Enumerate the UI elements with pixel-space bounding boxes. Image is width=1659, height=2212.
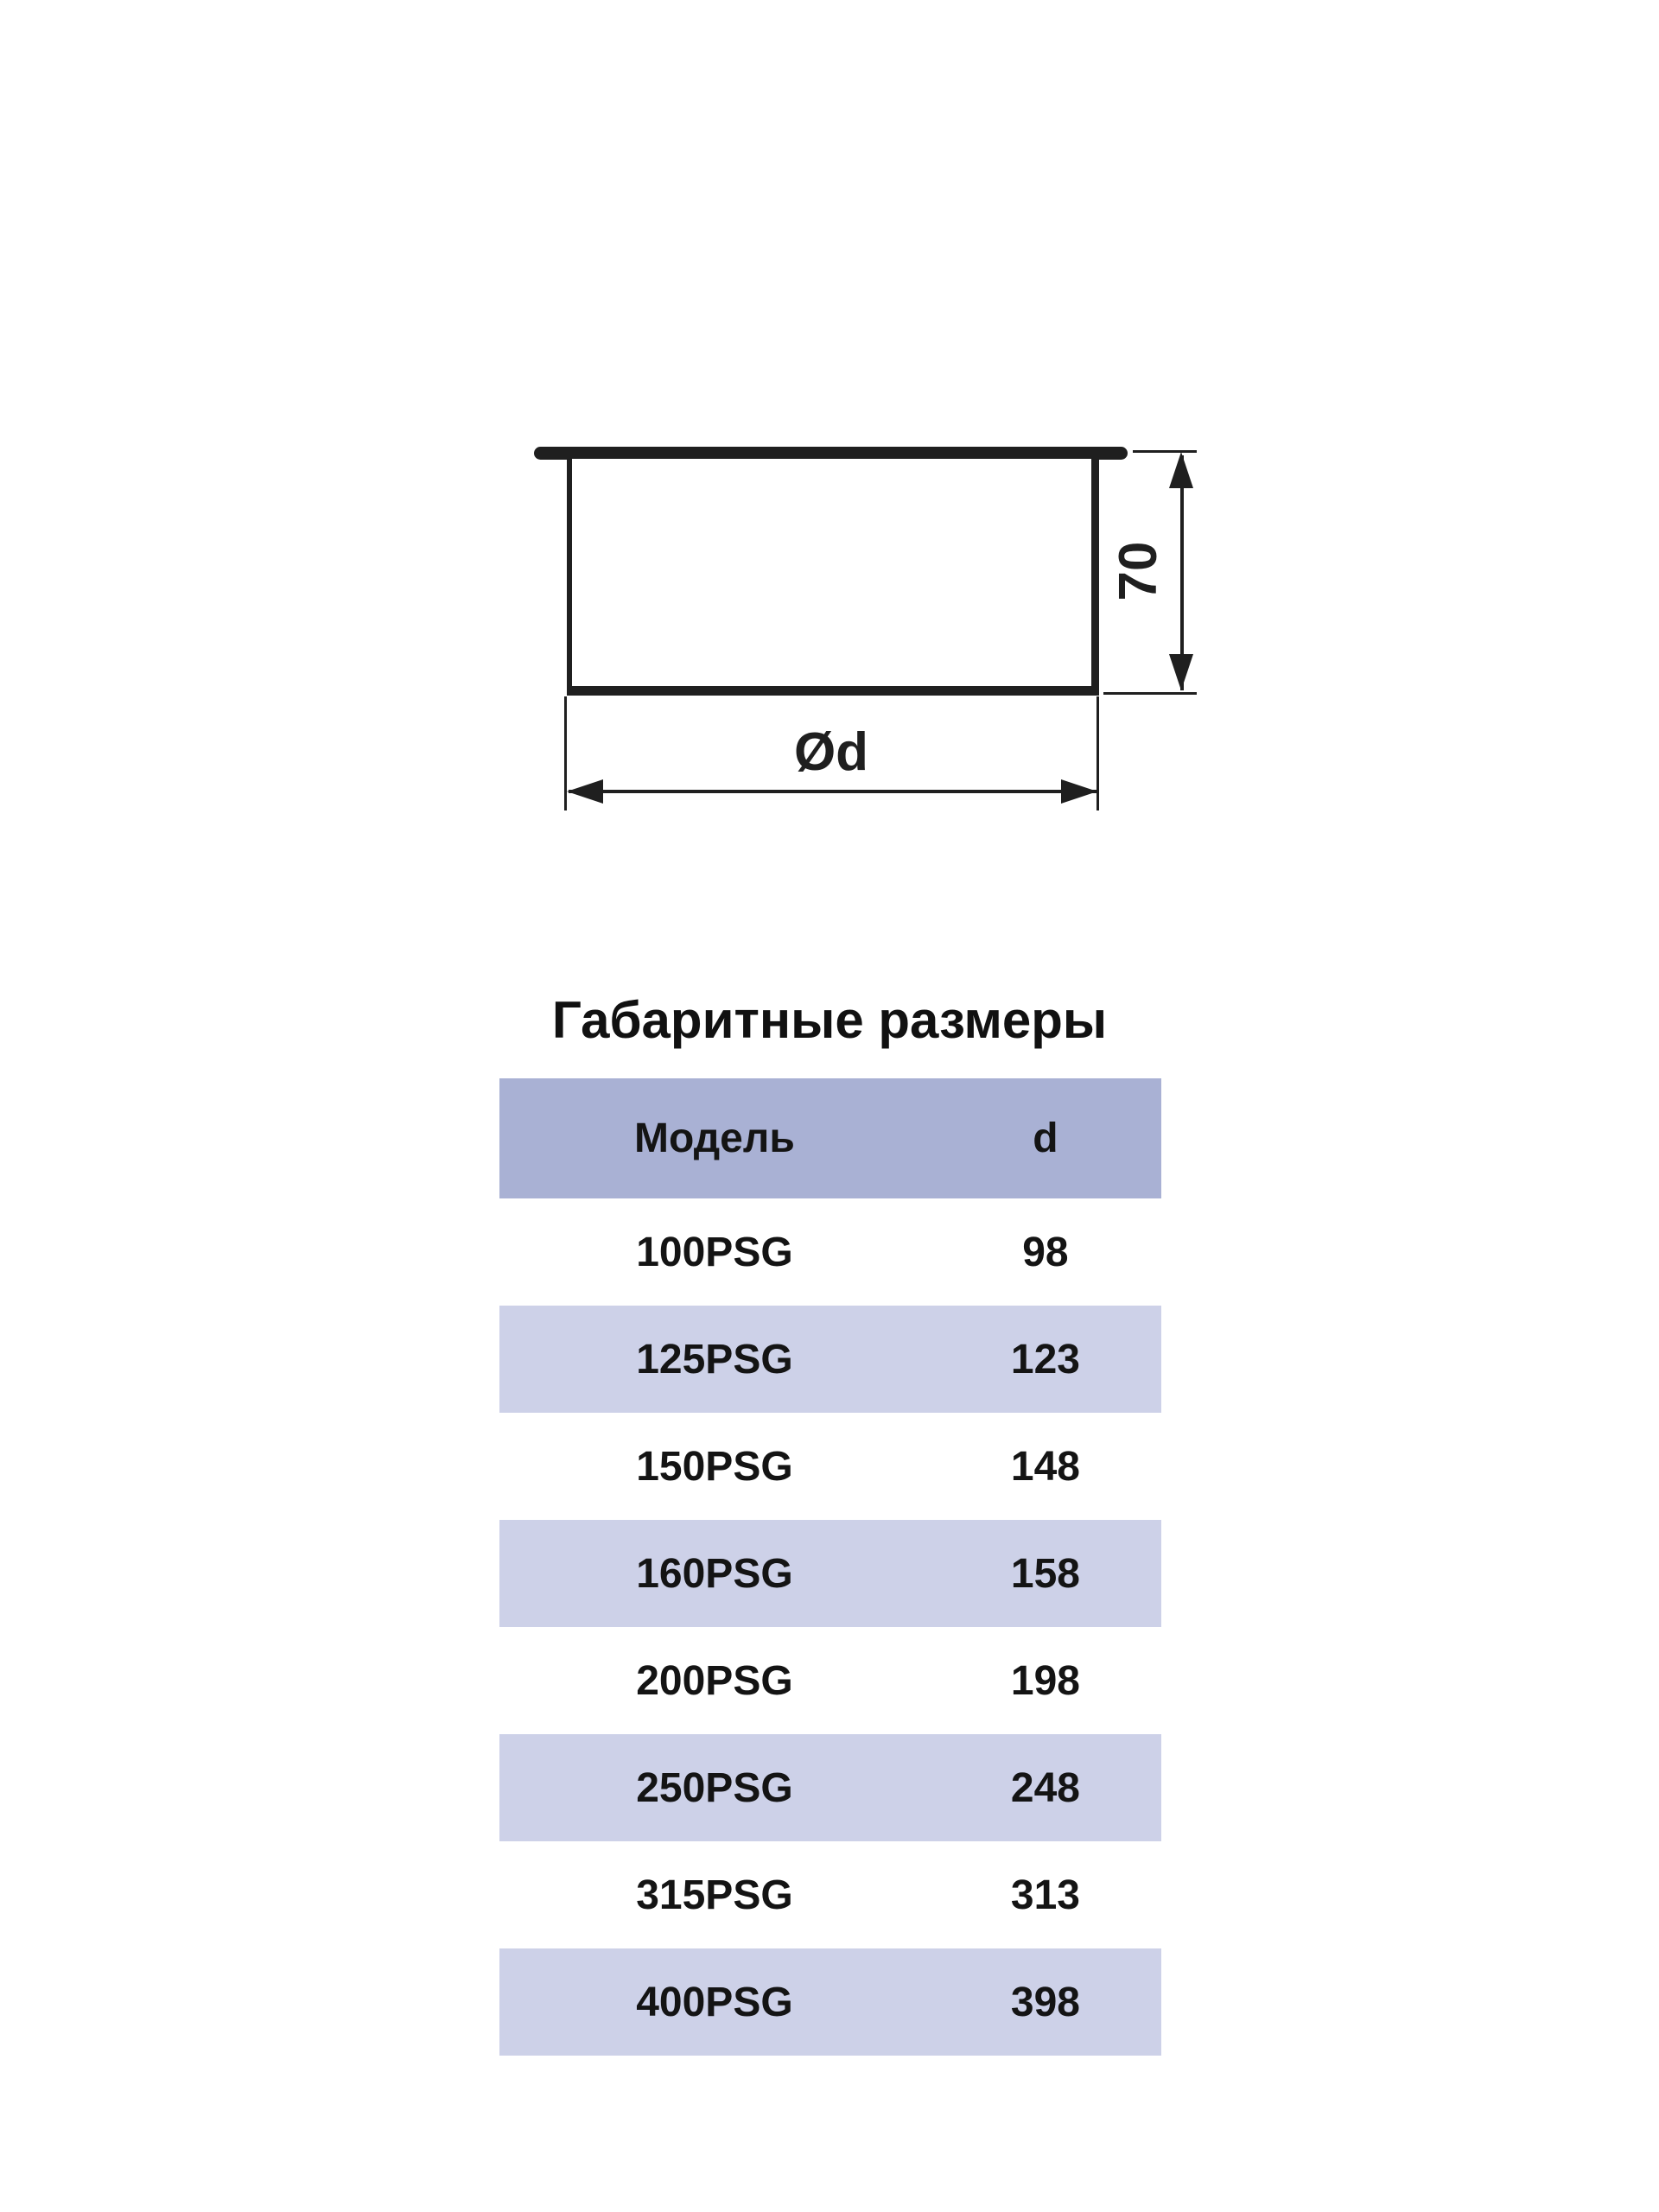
table-row: 250PSG 248 [499,1734,1161,1841]
extension-line-top [1133,450,1197,453]
arrow-right-icon [1061,779,1097,804]
model-cell: 125PSG [636,1336,793,1382]
arrow-down-icon [1169,654,1193,690]
table-row: 200PSG 198 [499,1627,1161,1734]
d-cell: 148 [1010,1443,1080,1490]
model-cell: 315PSG [636,1872,793,1918]
height-dimension-line [1180,455,1184,690]
col-header-model: Модель [634,1116,795,1161]
d-cell: 248 [1010,1764,1080,1811]
table-row: 160PSG 158 [499,1520,1161,1627]
arrow-left-icon [567,779,603,804]
diameter-dimension-label: Ød [793,722,869,782]
d-cell: 98 [1022,1229,1069,1275]
extension-line-left [564,696,567,810]
arrow-up-icon [1169,452,1193,488]
col-header-d: d [1033,1116,1058,1161]
model-cell: 100PSG [636,1229,793,1275]
extension-line-right [1096,696,1099,810]
model-cell: 200PSG [636,1657,793,1704]
d-cell: 158 [1010,1550,1080,1597]
flange-shape [534,447,1128,460]
table-row: 400PSG 398 [499,1948,1161,2056]
diameter-dimension-line [569,790,1097,793]
model-cell: 150PSG [636,1443,793,1490]
table-row: 150PSG 148 [499,1413,1161,1520]
d-cell: 123 [1010,1336,1080,1382]
table-row: 100PSG 98 [499,1198,1161,1306]
model-cell: 250PSG [636,1764,793,1811]
table-row: 315PSG 313 [499,1841,1161,1948]
duct-body-shape [567,459,1099,696]
model-cell: 400PSG [636,1979,793,2025]
table-header-row: Модель d [499,1078,1161,1198]
table-row: 125PSG 123 [499,1306,1161,1413]
section-title: Габаритные размеры [551,991,1108,1049]
extension-line-bottom-right [1103,692,1197,695]
height-dimension-label: 70 [1109,541,1168,601]
d-cell: 398 [1010,1979,1080,2025]
d-cell: 198 [1010,1657,1080,1704]
d-cell: 313 [1010,1872,1080,1918]
model-cell: 160PSG [636,1550,793,1597]
dimensions-table: Модель d 100PSG 98 125PSG 123 150PSG 148… [499,1078,1161,2056]
